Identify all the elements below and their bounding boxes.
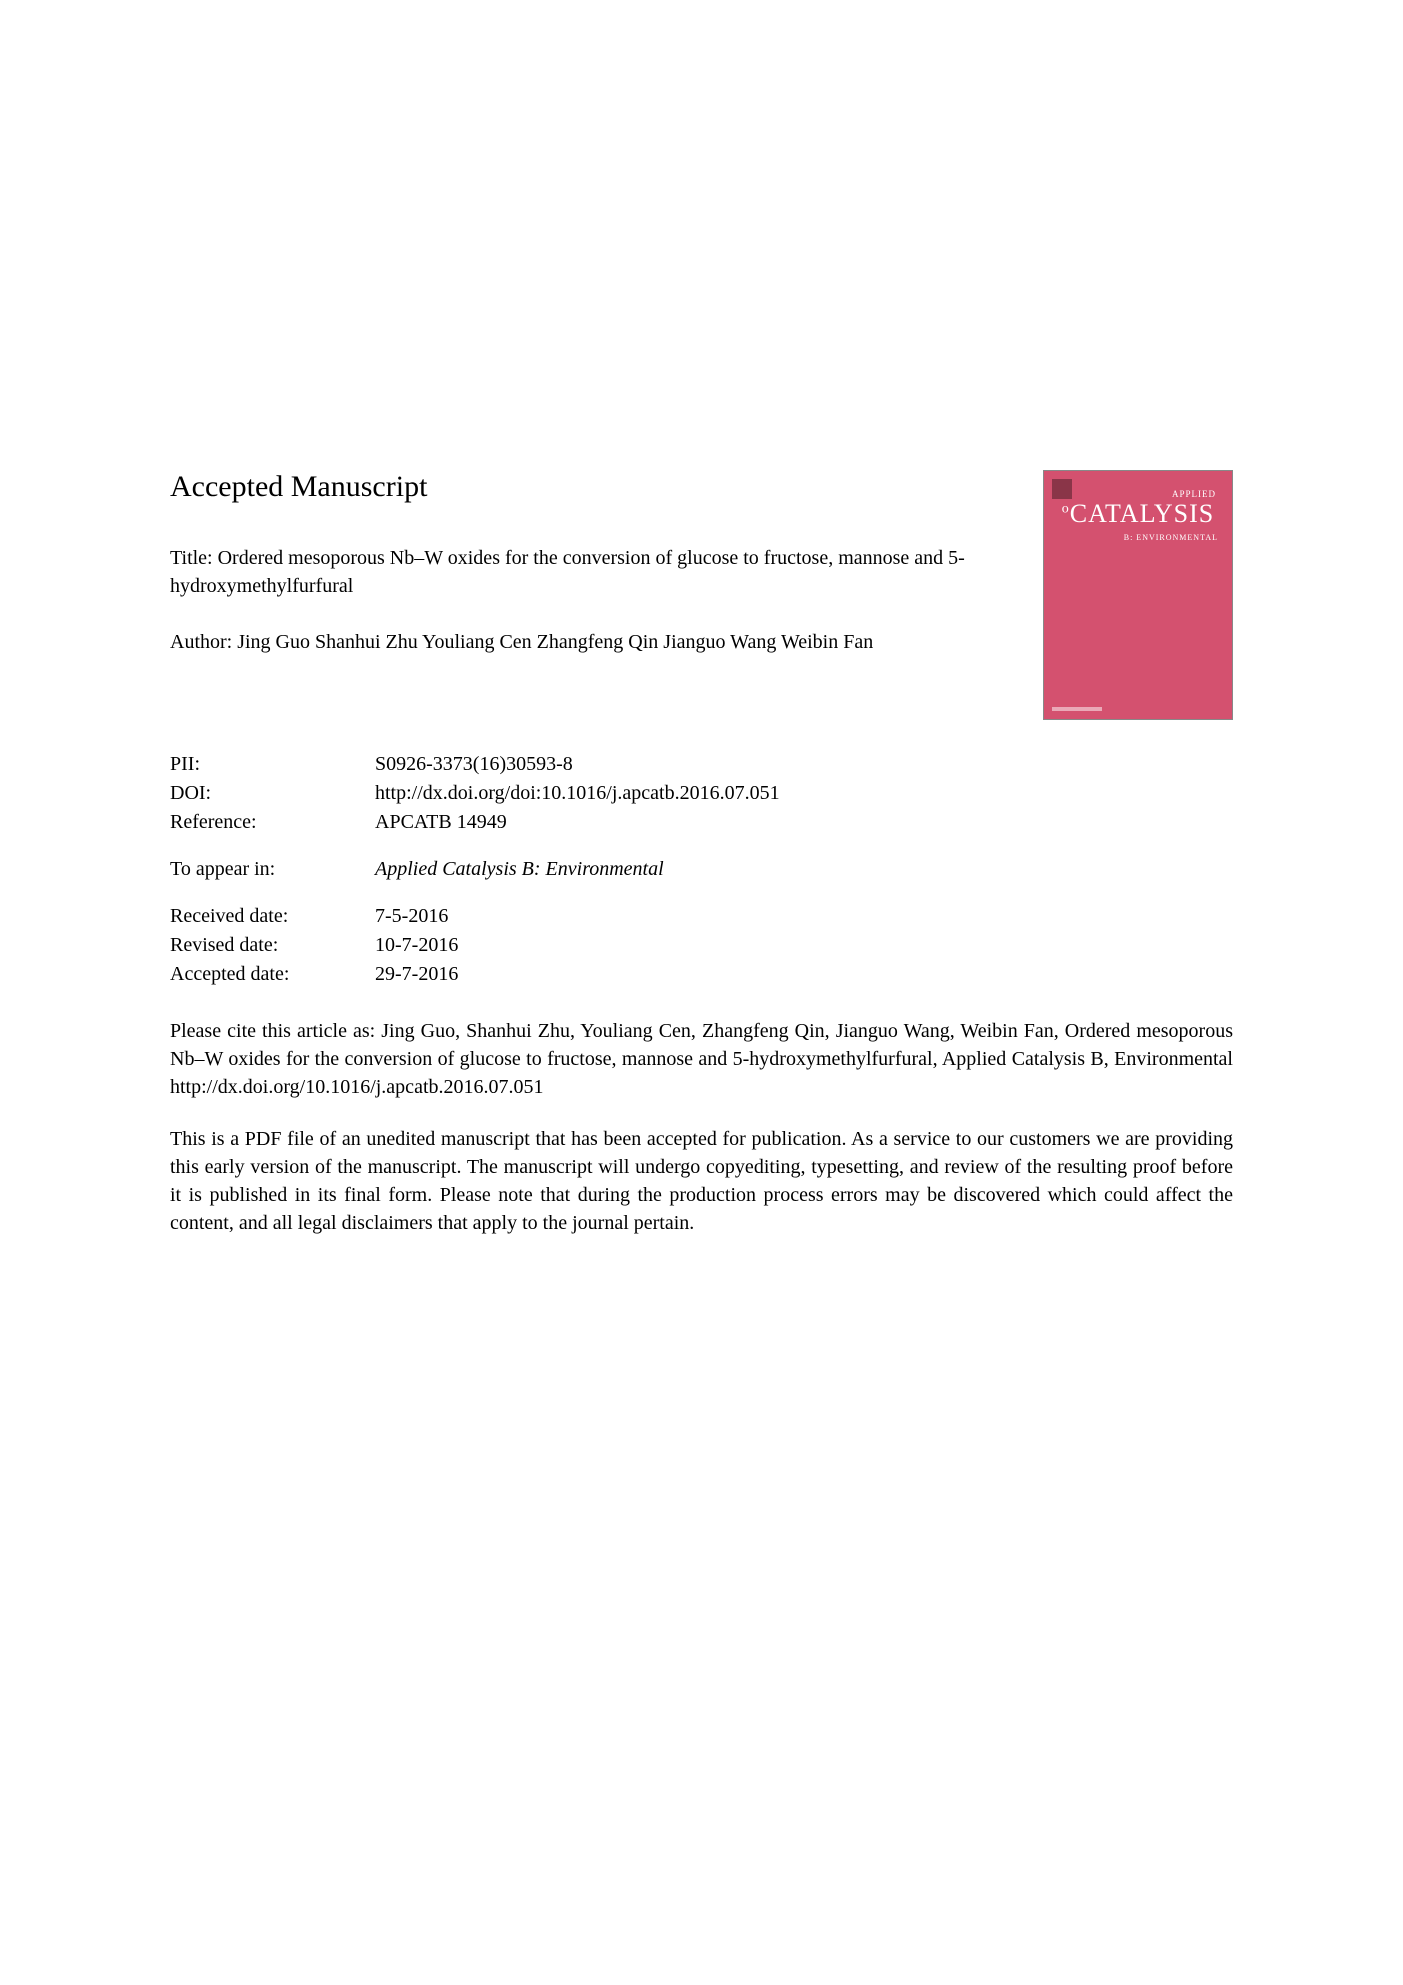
doi-value: http://dx.doi.org/doi:10.1016/j.apcatb.2… — [375, 779, 1233, 808]
page-container: Accepted Manuscript Title: Ordered mesop… — [170, 470, 1233, 1237]
revised-value: 10-7-2016 — [375, 931, 1233, 960]
publisher-logo-icon — [1052, 479, 1072, 499]
doi-label: DOI: — [170, 779, 375, 808]
journal-cover-footer — [1052, 683, 1224, 711]
meta-row-accepted: Accepted date: 29-7-2016 — [170, 960, 1233, 989]
pii-label: PII: — [170, 750, 375, 779]
manuscript-authors: Author: Jing Guo Shanhui Zhu Youliang Ce… — [170, 628, 1023, 656]
disclaimer-paragraph: This is a PDF file of an unedited manusc… — [170, 1125, 1233, 1237]
reference-value: APCATB 14949 — [375, 808, 1233, 837]
appear-label: To appear in: — [170, 855, 375, 884]
section-heading: Accepted Manuscript — [170, 470, 1023, 504]
appear-value: Applied Catalysis B: Environmental — [375, 855, 1233, 884]
metadata-table: PII: S0926-3373(16)30593-8 DOI: http://d… — [170, 750, 1233, 989]
meta-row-appear: To appear in: Applied Catalysis B: Envir… — [170, 855, 1233, 884]
citation-paragraph: Please cite this article as: Jing Guo, S… — [170, 1017, 1233, 1101]
journal-cover-subtitle: B: ENVIRONMENTAL — [1124, 533, 1218, 542]
received-label: Received date: — [170, 902, 375, 931]
meta-row-reference: Reference: APCATB 14949 — [170, 808, 1233, 837]
accepted-value: 29-7-2016 — [375, 960, 1233, 989]
journal-cover-applied-text: APPLIED — [1172, 489, 1216, 499]
reference-label: Reference: — [170, 808, 375, 837]
header-left-column: Accepted Manuscript Title: Ordered mesop… — [170, 470, 1043, 656]
meta-gap — [170, 884, 1233, 902]
journal-cover-thumbnail: APPLIED oCATALYSIS B: ENVIRONMENTAL — [1043, 470, 1233, 720]
meta-row-pii: PII: S0926-3373(16)30593-8 — [170, 750, 1233, 779]
accepted-label: Accepted date: — [170, 960, 375, 989]
meta-row-revised: Revised date: 10-7-2016 — [170, 931, 1233, 960]
received-value: 7-5-2016 — [375, 902, 1233, 931]
pii-value: S0926-3373(16)30593-8 — [375, 750, 1233, 779]
header-row: Accepted Manuscript Title: Ordered mesop… — [170, 470, 1233, 720]
meta-row-received: Received date: 7-5-2016 — [170, 902, 1233, 931]
journal-cover-title: oCATALYSIS — [1044, 499, 1232, 529]
meta-row-doi: DOI: http://dx.doi.org/doi:10.1016/j.apc… — [170, 779, 1233, 808]
meta-gap — [170, 837, 1233, 855]
journal-cover-footer-line — [1052, 707, 1102, 711]
revised-label: Revised date: — [170, 931, 375, 960]
journal-cover-main-title: CATALYSIS — [1070, 499, 1214, 528]
journal-cover-prefix: o — [1062, 501, 1070, 516]
manuscript-title: Title: Ordered mesoporous Nb–W oxides fo… — [170, 544, 1023, 600]
